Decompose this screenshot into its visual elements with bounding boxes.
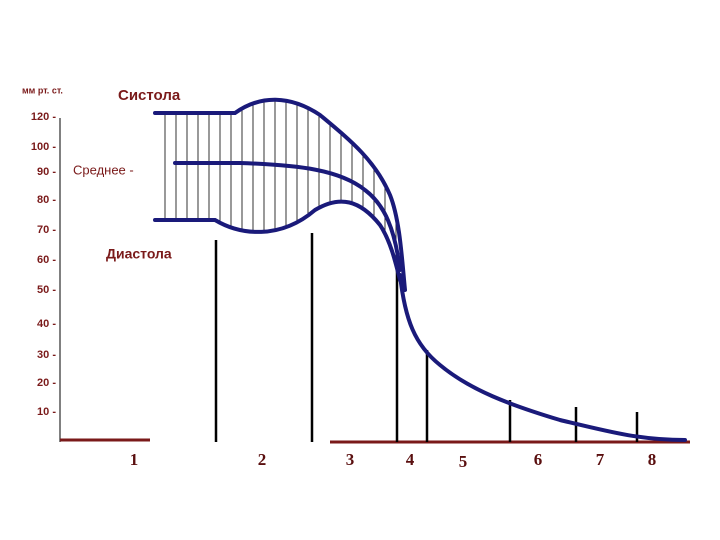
axis-label: мм рт. ст. [22, 85, 63, 95]
systole-label: Систола [118, 87, 181, 104]
segment-label: 1 [130, 450, 139, 469]
y-tick-label: 50 - [37, 284, 56, 296]
segment-label: 4 [406, 450, 415, 469]
pressure-tail [398, 273, 687, 442]
segment-label: 6 [534, 450, 543, 469]
y-tick-label: 30 - [37, 349, 56, 361]
y-tick-label: 100 - [31, 141, 56, 153]
segment-label: 3 [346, 450, 355, 469]
mean-curve [173, 161, 402, 272]
y-tick-label: 80 - [37, 194, 56, 206]
systole-curve [153, 97, 407, 292]
diastole-label: Диастола [106, 246, 172, 262]
diastole-curve [153, 199, 402, 282]
y-tick-label: 120 - [31, 111, 56, 123]
y-tick-label: 20 - [37, 377, 56, 389]
y-tick-label: 10 - [37, 406, 56, 418]
y-tick-label: 40 - [37, 318, 56, 330]
y-tick-label: 90 - [37, 166, 56, 178]
dividers [214, 233, 639, 442]
segment-label: 2 [258, 450, 267, 469]
segment-label: 5 [459, 452, 468, 471]
segments: 1 2 3 4 5 6 7 8 [130, 450, 657, 471]
hatching [164, 99, 397, 290]
mean-label: Среднее - [73, 162, 134, 177]
y-tick-label: 60 - [37, 254, 56, 266]
y-ticks: 120 - 100 - 90 - 80 - 70 - 60 - 50 - 40 … [31, 111, 56, 418]
segment-label: 7 [596, 450, 605, 469]
y-tick-label: 70 - [37, 224, 56, 236]
segment-label: 8 [648, 450, 657, 469]
